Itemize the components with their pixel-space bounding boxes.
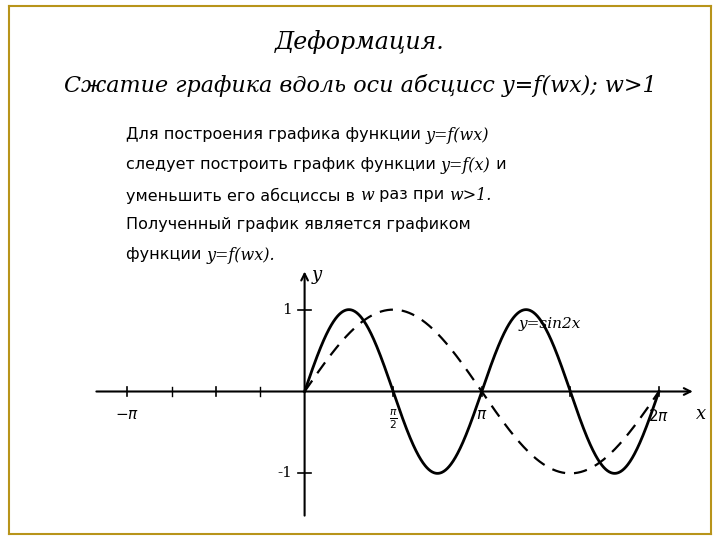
Text: x: x [696,406,706,423]
Text: $\frac{\pi}{2}$: $\frac{\pi}{2}$ [389,408,397,431]
Text: $\pi$: $\pi$ [476,408,487,422]
Text: y=f(wx).: y=f(wx). [207,247,275,264]
Text: y=f(x): y=f(x) [441,157,491,174]
Text: w: w [360,187,374,204]
Text: $2\pi$: $2\pi$ [649,408,670,424]
Text: уменьшить его абсциссы в: уменьшить его абсциссы в [126,187,360,204]
Text: раз при: раз при [374,187,449,202]
Text: Полученный график является графиком: Полученный график является графиком [126,217,471,232]
Text: y: y [311,266,322,284]
Text: $-\pi$: $-\pi$ [115,408,140,422]
Text: Сжатие графика вдоль оси абсцисс y=f(wx); w>1: Сжатие графика вдоль оси абсцисс y=f(wx)… [63,74,657,97]
Text: и: и [491,157,506,172]
Text: Для построения графика функции: Для построения графика функции [126,127,426,143]
Text: y=f(wx): y=f(wx) [426,127,490,144]
Text: y=sin2x: y=sin2x [519,318,581,332]
Text: -1: -1 [277,467,292,481]
Text: w>1.: w>1. [449,187,492,204]
Text: функции: функции [126,247,207,262]
Text: 1: 1 [282,302,292,316]
Text: Деформация.: Деформация. [275,30,445,54]
Text: следует построить график функции: следует построить график функции [126,157,441,172]
